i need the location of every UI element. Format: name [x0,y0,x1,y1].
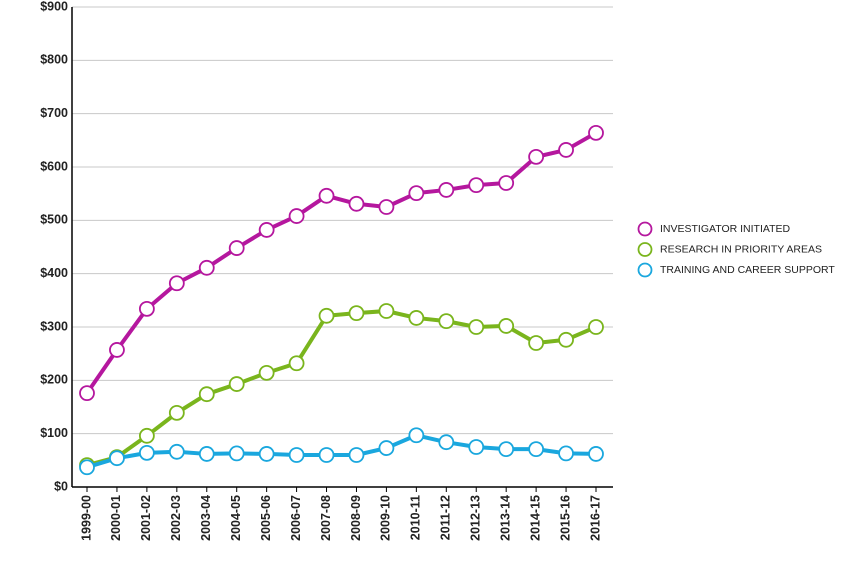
data-point [109,342,125,358]
x-tick-label: 2012-13 [469,495,483,541]
data-point [498,318,515,334]
x-tick-label: 2015-16 [558,495,572,541]
data-point [528,148,545,165]
x-tick-label: 2009-10 [379,495,393,541]
x-tick-label: 2016-17 [588,495,602,541]
data-point [228,445,245,462]
x-tick-label: 2010-11 [409,495,423,540]
data-point [168,404,185,421]
data-point [378,303,395,319]
data-point [348,305,365,322]
data-point [378,199,395,215]
x-tick-label: 2013-14 [498,495,512,541]
y-tick-label: $700 [40,106,68,120]
y-tick-label: $300 [40,319,68,333]
x-tick-label: 1999-00 [79,495,93,541]
x-tick-label: 2006-07 [289,495,303,541]
series-line [85,131,597,395]
data-point [198,259,215,276]
y-tick-label: $600 [40,159,68,173]
data-point [288,447,305,463]
y-tick-label: $400 [40,266,68,280]
data-point [198,446,215,462]
data-point [468,319,485,335]
legend-marker [637,262,653,278]
x-tick-label: 2008-09 [349,495,363,541]
data-point [348,447,365,463]
data-point [558,331,574,348]
data-point [498,175,515,191]
data-point [198,386,215,403]
y-tick-label: $500 [40,213,68,227]
x-tick-label: 2000-01 [109,495,123,541]
x-tick-label: 2004-05 [229,495,243,541]
data-point [438,434,455,451]
data-point [79,385,95,402]
y-tick-label: $200 [40,373,68,387]
data-point [378,440,395,456]
data-point [228,376,245,392]
series-line [86,433,597,470]
data-point [138,427,155,444]
data-point [408,310,425,326]
data-point [468,439,485,455]
data-point [318,447,335,463]
data-point [168,443,185,460]
data-point [258,364,275,381]
data-point [228,240,245,256]
data-point [468,177,485,194]
series-line [86,309,597,468]
legend-label: RESEARCH IN PRIORITY AREAS [660,243,822,255]
y-tick-label: $0 [54,479,68,493]
data-point [438,182,455,198]
data-point [258,446,275,462]
x-tick-label: 2001-02 [139,495,153,541]
data-point [588,446,604,462]
data-point [318,307,335,324]
data-point [109,450,125,467]
data-point [318,187,335,204]
x-tick-label: 2007-08 [319,495,333,541]
legend-marker [637,242,653,257]
data-point [348,195,365,212]
x-tick-label: 2005-06 [259,495,273,541]
data-point [258,222,275,238]
x-tick-label: 2003-04 [199,495,213,541]
y-tick-label: $100 [40,426,68,440]
data-point [498,441,515,458]
data-point [558,445,574,462]
data-point [288,208,305,224]
data-point [528,335,545,351]
data-point [138,444,155,461]
data-point [408,185,425,202]
data-point [138,300,155,317]
legend-marker [637,221,653,237]
x-tick-label: 2002-03 [169,495,183,541]
y-tick-label: $900 [40,0,68,13]
data-point [558,142,574,158]
data-point [288,355,305,372]
data-point [408,427,425,444]
y-tick-label: $800 [40,53,68,67]
x-tick-label: 2014-15 [528,495,542,541]
data-point [528,441,545,458]
data-point [588,124,604,141]
data-point [168,275,185,292]
data-point [79,459,95,476]
legend-label: TRAINING AND CAREER SUPPORT [660,264,835,276]
data-point [588,319,604,335]
x-tick-label: 2011-12 [439,495,453,540]
legend-label: INVESTIGATOR INITIATED [660,223,791,235]
data-point [438,313,455,330]
